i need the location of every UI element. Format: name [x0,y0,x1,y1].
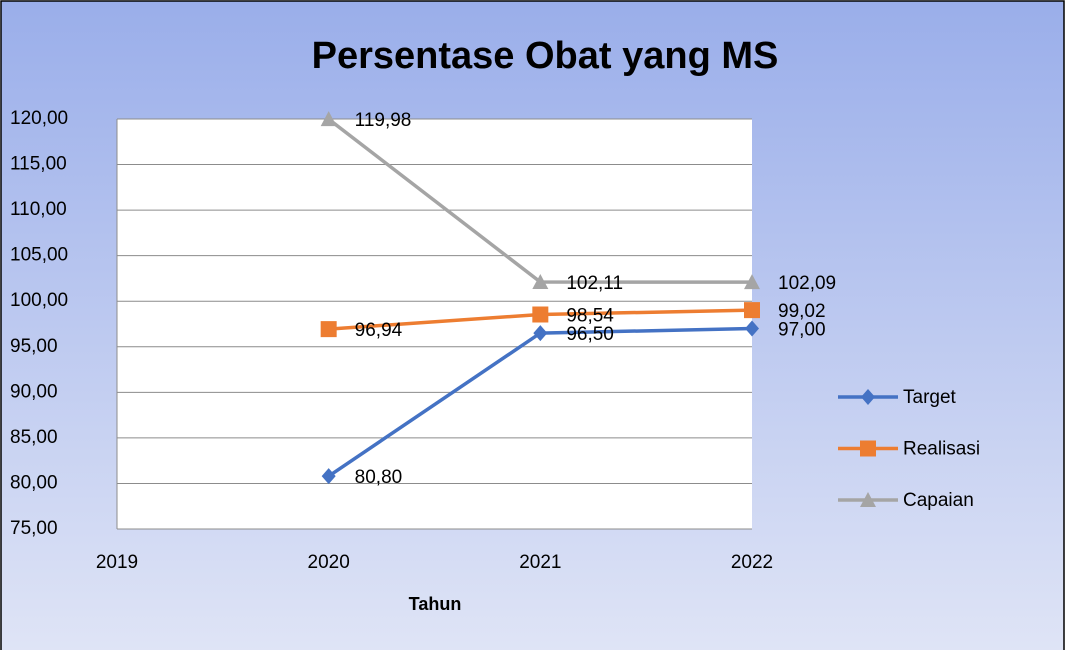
data-label: 102,09 [778,273,836,294]
x-tick-label: 2020 [308,552,350,573]
data-label: 80,80 [355,467,403,488]
x-tick-label: 2022 [731,552,773,573]
data-point [745,320,759,337]
y-tick-label: 80,00 [10,472,58,493]
y-tick-label: 90,00 [10,381,58,402]
y-tick-label: 120,00 [10,108,68,129]
y-tick-label: 115,00 [10,154,67,175]
plot-area [117,119,752,529]
data-point [744,302,760,319]
legend-label: Capaian [903,490,974,511]
chart-title: Persentase Obat yang MS [312,35,779,77]
x-tick-label: 2021 [519,552,561,573]
data-point [533,325,548,342]
data-label: 102,11 [566,273,623,294]
data-point [744,274,760,290]
data-point [532,306,549,323]
y-tick-label: 75,00 [10,518,58,539]
legend-marker [861,389,875,405]
y-tick-label: 105,00 [10,245,68,266]
data-point [321,468,336,485]
y-tick-label: 100,00 [10,290,68,311]
data-point [320,321,337,338]
data-label: 98,54 [566,306,614,327]
x-tick-label: 2019 [96,552,138,573]
y-tick-label: 95,00 [10,336,58,357]
data-label: 97,00 [778,320,826,341]
legend-label: Target [903,387,957,408]
data-label: 99,02 [778,301,826,322]
data-point [532,273,549,289]
legend-marker [860,492,876,507]
legend-label: Realisasi [903,439,980,460]
legend-marker [860,440,876,457]
data-label: 96,50 [566,324,614,345]
y-tick-label: 110,00 [10,199,67,220]
data-label: 119,98 [355,110,412,131]
data-point [320,111,337,127]
data-label: 96,94 [355,320,403,341]
y-tick-label: 85,00 [10,427,58,448]
x-axis-label: Tahun [409,594,462,614]
